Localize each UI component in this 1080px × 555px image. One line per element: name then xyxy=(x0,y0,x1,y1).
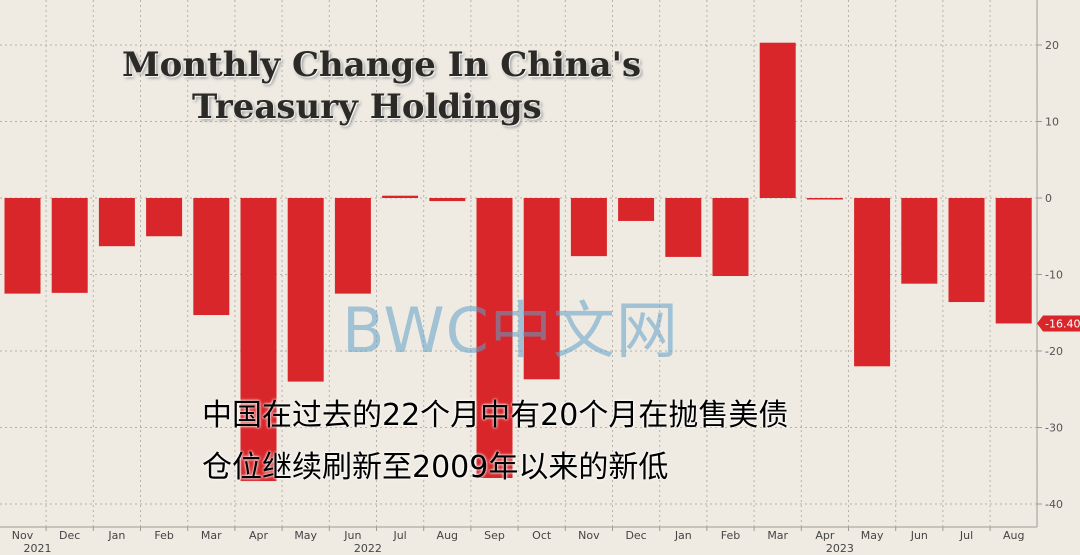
x-tick-label: Aug xyxy=(437,529,458,542)
bar xyxy=(759,42,796,198)
x-tick-label: Nov xyxy=(12,529,34,542)
bar xyxy=(806,198,843,200)
y-tick-label: 10 xyxy=(1045,116,1059,129)
x-tick-label: Jan xyxy=(107,529,125,542)
last-value-label: -16.40 xyxy=(1045,317,1080,330)
x-tick-label: Feb xyxy=(154,529,173,542)
bar xyxy=(4,198,41,294)
y-tick-label: 0 xyxy=(1045,192,1052,205)
x-tick-label: Jan xyxy=(674,529,692,542)
bar xyxy=(570,198,607,257)
x-tick-label: Mar xyxy=(201,529,222,542)
bar xyxy=(287,198,324,382)
x-tick-label: Nov xyxy=(578,529,600,542)
bar xyxy=(476,198,513,478)
bar xyxy=(665,198,702,257)
x-tick-label: Jul xyxy=(959,529,973,542)
y-tick-label: -10 xyxy=(1045,269,1063,282)
x-tick-label: Jun xyxy=(910,529,928,542)
x-tick-label: Apr xyxy=(249,529,269,542)
bar xyxy=(523,198,560,380)
bar xyxy=(98,198,135,247)
bar xyxy=(712,198,749,277)
x-tick-label: May xyxy=(861,529,884,542)
bar xyxy=(854,198,891,367)
bar xyxy=(901,198,938,284)
x-year-label: 2023 xyxy=(826,542,854,555)
x-tick-label: Feb xyxy=(721,529,740,542)
x-year-label: 2022 xyxy=(354,542,382,555)
bar xyxy=(429,198,466,202)
x-tick-label: Dec xyxy=(625,529,646,542)
last-value-badge xyxy=(1037,315,1080,332)
x-tick-label: Dec xyxy=(59,529,80,542)
x-tick-label: Sep xyxy=(484,529,505,542)
x-tick-label: Apr xyxy=(815,529,835,542)
bar xyxy=(382,195,419,198)
x-tick-label: Jul xyxy=(392,529,406,542)
x-axis: Nov Dec Jan Feb Mar Apr May Jun Jul Aug Sep Oct Nov D… xyxy=(12,527,1024,555)
bar xyxy=(334,198,371,294)
bar xyxy=(948,198,985,303)
x-tick-label: Mar xyxy=(767,529,788,542)
bar xyxy=(193,198,230,316)
y-tick-label: -30 xyxy=(1045,422,1063,435)
bars xyxy=(4,42,1032,482)
x-tick-label: Jun xyxy=(343,529,361,542)
bar xyxy=(618,198,655,221)
y-tick-label: -20 xyxy=(1045,345,1063,358)
y-axis: 20 10 0 -10 -20 -30 -40 -16.40 xyxy=(1037,39,1080,511)
y-tick-label: 20 xyxy=(1045,39,1059,52)
bar xyxy=(995,198,1032,324)
x-tick-label: Aug xyxy=(1003,529,1024,542)
bar xyxy=(146,198,183,237)
bar xyxy=(51,198,88,293)
x-tick-label: May xyxy=(294,529,317,542)
x-year-label: 2021 xyxy=(24,542,52,555)
y-tick-label: -40 xyxy=(1045,498,1063,511)
bar xyxy=(240,198,277,482)
x-tick-label: Oct xyxy=(532,529,552,542)
